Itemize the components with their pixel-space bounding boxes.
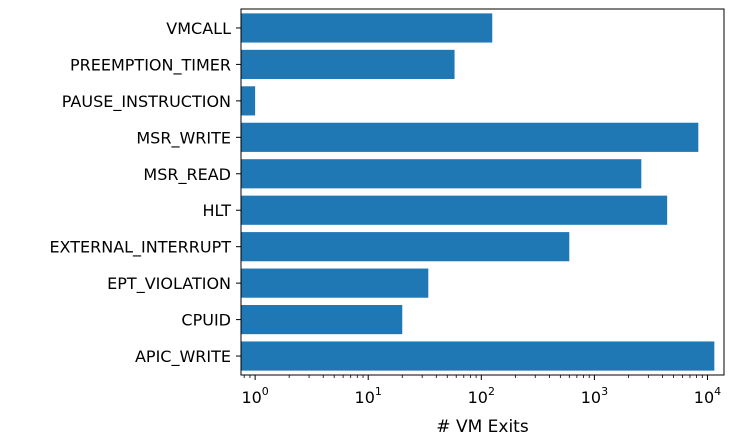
y-tick-label: EPT_VIOLATION bbox=[107, 274, 231, 294]
bar-ept-violation bbox=[241, 268, 429, 298]
x-tick-label: 104 bbox=[694, 385, 721, 407]
y-tick-label: HLT bbox=[202, 201, 231, 220]
y-tick-label: MSR_WRITE bbox=[136, 128, 231, 148]
bar-msr-read bbox=[241, 159, 642, 189]
y-tick-label: VMCALL bbox=[166, 19, 231, 38]
y-tick-label: CPUID bbox=[181, 311, 231, 330]
y-tick-label: PREEMPTION_TIMER bbox=[70, 55, 231, 75]
x-tick-label: 100 bbox=[241, 385, 268, 407]
y-tick-label: PAUSE_INSTRUCTION bbox=[62, 92, 231, 112]
bar-cpuid bbox=[241, 305, 403, 335]
bars-layer bbox=[241, 13, 715, 371]
bar-vmcall bbox=[241, 13, 493, 43]
plot-frame bbox=[240, 8, 725, 376]
y-ticks: APIC_WRITE CPUID EPT_VIOLATION EXTERNAL_INT… bbox=[49, 19, 241, 367]
y-tick-label: MSR_READ bbox=[143, 165, 231, 185]
x-tick-label: 101 bbox=[355, 385, 382, 407]
x-major-ticks: 100 101 102 103 104 bbox=[241, 375, 721, 407]
x-tick-label: 103 bbox=[581, 385, 608, 407]
bar-apic-write bbox=[241, 341, 715, 371]
y-tick-label: APIC_WRITE bbox=[135, 347, 231, 367]
x-tick-label: 102 bbox=[468, 385, 495, 407]
y-tick-label: EXTERNAL_INTERRUPT bbox=[49, 238, 231, 258]
x-axis-label: # VM Exits bbox=[436, 417, 529, 437]
bar-hlt bbox=[241, 195, 668, 225]
bar-external-interrupt bbox=[241, 232, 570, 262]
bar-pause-instruction bbox=[241, 86, 256, 116]
bar-preemption-timer bbox=[241, 49, 455, 79]
bar-msr-write bbox=[241, 122, 699, 152]
